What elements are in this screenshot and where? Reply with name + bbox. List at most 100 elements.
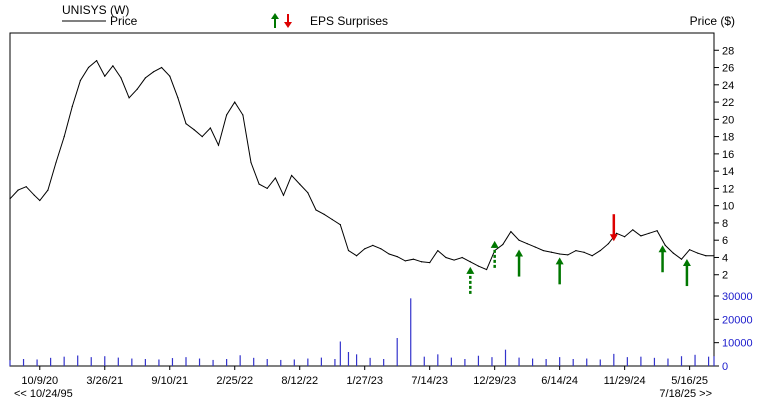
price-point [461, 256, 463, 259]
price-axis-tick-label: 16 [722, 149, 734, 161]
eps-legend-label: EPS Surprises [310, 14, 388, 28]
price-point [55, 161, 57, 164]
price-point [234, 101, 236, 103]
price-axis-tick-label: 14 [722, 166, 734, 178]
eps-arrow-head [515, 249, 524, 257]
price-point [169, 75, 171, 77]
price-point [250, 161, 252, 164]
price-point [680, 258, 683, 260]
price-point [25, 186, 27, 188]
price-point [33, 194, 35, 196]
volume-axis-tick-label: 10000 [722, 338, 753, 350]
price-axis-tick-label: 26 [722, 63, 734, 75]
price-point [323, 213, 325, 215]
price-point [502, 243, 504, 246]
price-point [380, 248, 382, 250]
eps-arrow-head [609, 234, 618, 242]
date-axis-tick-label: 9/10/21 [151, 375, 188, 387]
price-point [79, 79, 81, 82]
date-axis-tick-label: 8/12/22 [281, 375, 318, 387]
eps-arrow-head [682, 259, 691, 267]
price-axis-tick-label: 10 [722, 201, 734, 213]
price-point [648, 232, 650, 234]
date-axis-tick-label: 12/29/23 [473, 375, 516, 387]
price-point [575, 249, 577, 252]
price-point [347, 249, 350, 252]
price-point [331, 218, 333, 221]
price-series [9, 59, 715, 271]
price-point [510, 230, 512, 233]
price-point [104, 75, 106, 77]
date-axis-tick-label: 10/9/20 [21, 375, 58, 387]
price-point [193, 129, 195, 131]
price-point [315, 209, 317, 211]
price-point [445, 256, 447, 259]
price-axis-tick-label: 28 [722, 45, 734, 57]
price-axis-tick-label: 20 [722, 114, 734, 126]
price-point [136, 88, 138, 90]
price-point [559, 253, 561, 255]
price-axis-tick-label: 18 [722, 132, 734, 144]
price-point [307, 192, 309, 194]
price-axis-tick-label: 2 [722, 270, 728, 282]
eps-arrow-head [658, 245, 667, 253]
price-point [144, 77, 146, 79]
price-point [429, 262, 431, 264]
price-point [128, 97, 130, 99]
price-point [664, 244, 666, 246]
price-axis-tick-label: 8 [722, 218, 728, 230]
price-point [291, 174, 293, 177]
ticker-title: UNISYS (W) [62, 3, 129, 17]
date-axis-tick-label: 1/27/23 [346, 375, 383, 387]
volume-axis-tick-label: 30000 [722, 291, 753, 303]
price-point [355, 255, 358, 257]
eps-legend-down-arrow-icon [284, 14, 292, 28]
price-point [201, 136, 203, 138]
price-point [591, 255, 593, 257]
price-point [9, 198, 11, 200]
date-axis-tick-label: 6/14/24 [541, 375, 578, 387]
price-line [9, 59, 714, 271]
price-point [39, 199, 41, 202]
eps-surprise-down-arrow [609, 214, 618, 242]
price-point [640, 235, 642, 237]
price-point [518, 239, 520, 241]
price-axis-tick-label: 24 [722, 80, 734, 92]
price-point [485, 268, 488, 271]
price-point [477, 265, 480, 267]
price-point [599, 249, 601, 252]
price-point [112, 65, 114, 67]
price-point [161, 66, 163, 69]
date-axis-tick-label: 3/26/21 [86, 375, 123, 387]
price-axis-tick-label: 4 [722, 252, 728, 264]
price-point [469, 261, 471, 263]
price-point [339, 224, 341, 226]
volume-axis-tick-label: 20000 [722, 314, 753, 326]
price-point [583, 251, 585, 253]
price-point [550, 251, 553, 253]
eps-legend-up-arrow-icon [271, 13, 279, 28]
price-point [242, 114, 244, 116]
price-point [120, 77, 122, 79]
eps-arrow-head [555, 257, 564, 265]
price-point [697, 252, 699, 254]
volume-axis: 0 10000 20000 30000 [714, 291, 753, 373]
price-point [96, 60, 98, 62]
price-point [404, 260, 406, 262]
price-point [615, 232, 618, 234]
price-point [372, 244, 374, 246]
date-axis-tick-label: 2/25/22 [216, 375, 253, 387]
price-point [274, 177, 276, 179]
eps-surprise-up-arrow [515, 249, 524, 277]
date-axis: 10/9/20 3/26/21 9/10/21 2/25/22 8/12/22 1/27/… [21, 366, 708, 387]
price-point [656, 230, 658, 232]
price-point [437, 249, 439, 252]
price-point [299, 183, 301, 185]
eps-arrow-head [466, 266, 475, 274]
price-axis-tick-label: 12 [722, 183, 734, 195]
price-point [567, 254, 569, 256]
price-point [47, 189, 49, 191]
